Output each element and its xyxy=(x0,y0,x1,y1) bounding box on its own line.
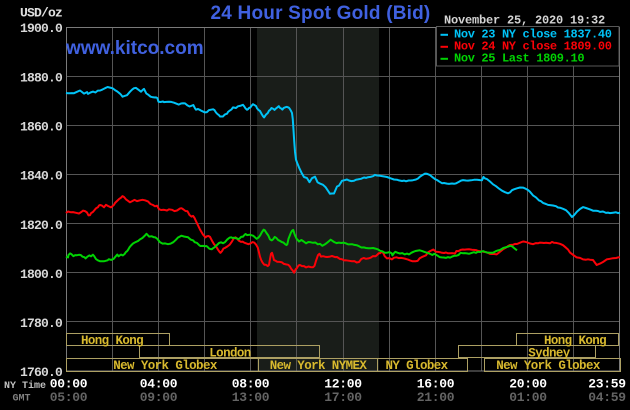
svg-text:1860.0: 1860.0 xyxy=(20,120,63,135)
svg-text:04:00: 04:00 xyxy=(140,377,178,392)
svg-text:00:00: 00:00 xyxy=(50,377,88,392)
svg-text:17:00: 17:00 xyxy=(324,390,362,405)
svg-text:New York Globex: New York Globex xyxy=(113,359,218,373)
svg-text:1900.0: 1900.0 xyxy=(20,21,63,36)
svg-text:05:00: 05:00 xyxy=(50,390,88,405)
svg-text:08:00: 08:00 xyxy=(232,377,270,392)
svg-text:USD/oz: USD/oz xyxy=(20,6,62,21)
svg-text:New York NYMEX: New York NYMEX xyxy=(270,359,368,373)
svg-text:13:00: 13:00 xyxy=(232,390,270,405)
svg-text:1780.0: 1780.0 xyxy=(20,316,63,331)
svg-text:Nov 24 NY close 1809.00: Nov 24 NY close 1809.00 xyxy=(454,39,612,53)
svg-text:16:00: 16:00 xyxy=(417,377,455,392)
svg-text:1760.0: 1760.0 xyxy=(20,365,63,380)
svg-text:12:00: 12:00 xyxy=(324,377,362,392)
svg-text:GMT: GMT xyxy=(13,394,31,405)
svg-text:1880.0: 1880.0 xyxy=(20,70,63,85)
svg-text:Hong Kong: Hong Kong xyxy=(81,334,143,348)
svg-text:Nov 25 Last 1809.10: Nov 25 Last 1809.10 xyxy=(454,51,584,65)
svg-text:NY Time: NY Time xyxy=(4,380,46,392)
svg-text:20:00: 20:00 xyxy=(509,377,547,392)
svg-text:November 25, 2020 19:32: November 25, 2020 19:32 xyxy=(444,14,605,28)
svg-text:09:00: 09:00 xyxy=(140,390,178,405)
svg-text:Hong Kong: Hong Kong xyxy=(544,334,606,348)
svg-text:NY Globex: NY Globex xyxy=(385,359,448,373)
svg-text:Nov 23 NY close 1837.40: Nov 23 NY close 1837.40 xyxy=(454,27,612,41)
svg-text:04:59: 04:59 xyxy=(588,390,626,405)
svg-text:Sydney: Sydney xyxy=(528,346,571,360)
svg-text:1840.0: 1840.0 xyxy=(20,169,63,184)
svg-text:1820.0: 1820.0 xyxy=(20,218,63,233)
svg-text:23:59: 23:59 xyxy=(588,377,626,392)
svg-text:New York Globex: New York Globex xyxy=(496,359,601,373)
svg-text:1800.0: 1800.0 xyxy=(20,267,63,282)
svg-text:21:00: 21:00 xyxy=(417,390,455,405)
svg-text:01:00: 01:00 xyxy=(509,390,547,405)
svg-text:London: London xyxy=(209,346,251,360)
